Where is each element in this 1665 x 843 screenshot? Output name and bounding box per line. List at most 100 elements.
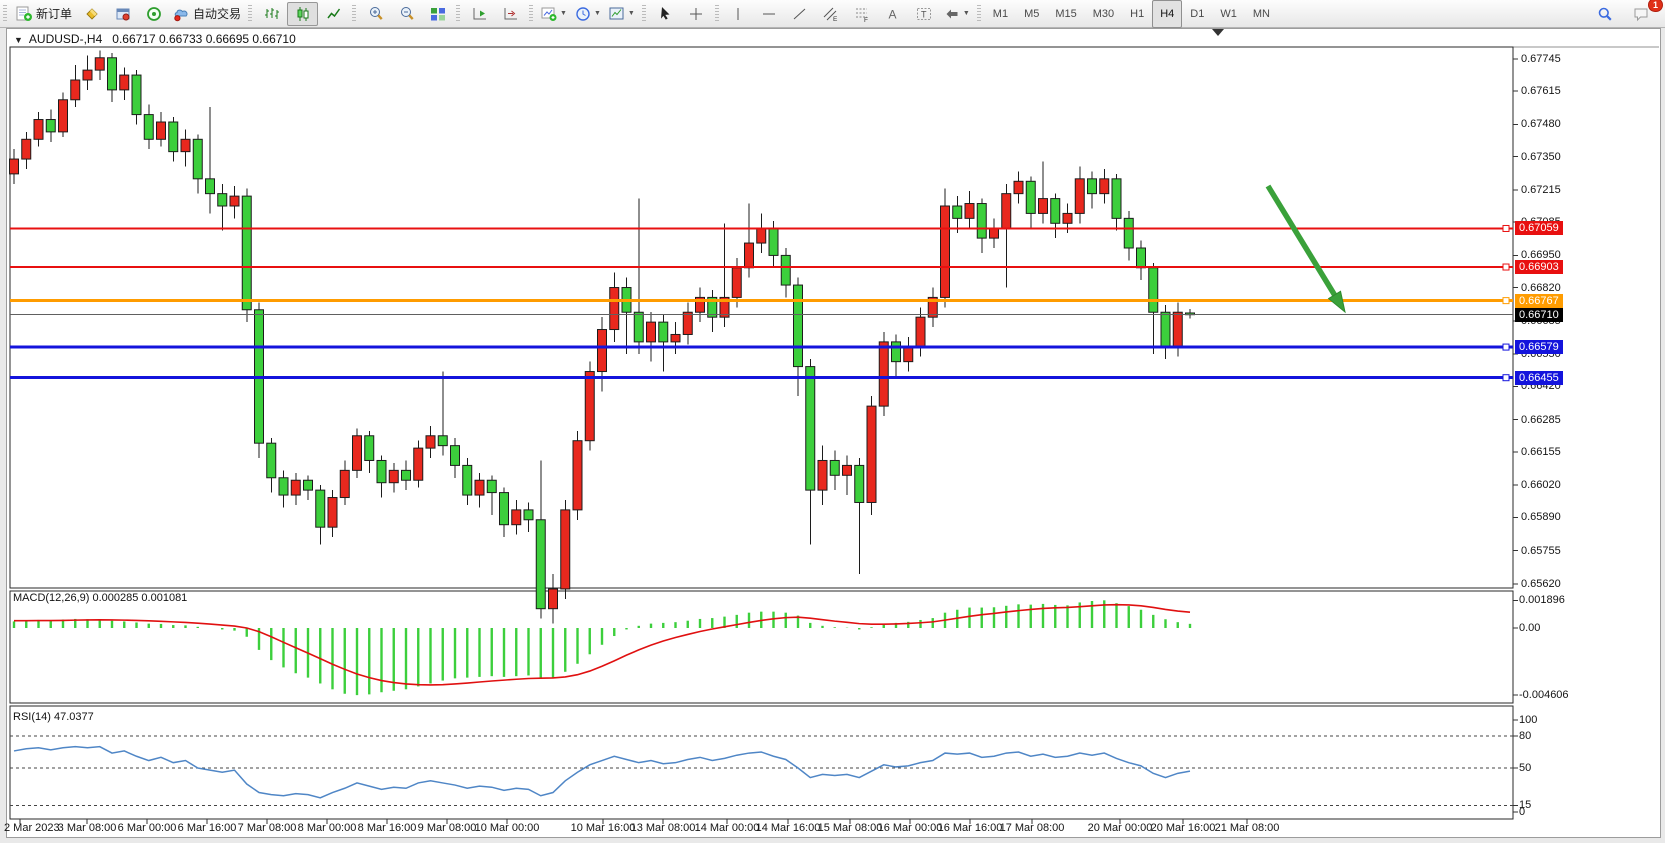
date-label: 9 Mar 08:00 <box>417 822 477 834</box>
toolbar-group-handle[interactable] <box>456 4 461 23</box>
hline-price-label[interactable]: 0.67059 <box>1515 221 1563 236</box>
vertical-line-button[interactable] <box>723 2 754 26</box>
timeframe-d1-button[interactable]: D1 <box>1190 7 1205 20</box>
candle-body <box>58 99 68 133</box>
toolbar-group-handle[interactable] <box>248 4 253 23</box>
auto-scroll-button[interactable] <box>464 2 495 26</box>
auto-trading-button-label: 自动交易 <box>193 7 242 21</box>
terminal-button[interactable] <box>138 2 169 26</box>
notifications-button[interactable]: 1 <box>1626 0 1663 26</box>
trend-arrow-shaft[interactable] <box>1265 184 1337 297</box>
timeframe-w1-button[interactable]: W1 <box>1220 7 1237 20</box>
hline-price-label[interactable]: 0.66903 <box>1515 260 1563 275</box>
candle-body <box>1025 180 1036 214</box>
timeframe-m1-button[interactable]: M1 <box>992 7 1009 20</box>
toolbar-group-handle[interactable] <box>3 4 7 23</box>
candle-body <box>303 479 313 491</box>
svg-text:E: E <box>833 16 838 22</box>
macd-values: 0.000285 0.001081 <box>92 592 188 604</box>
line-chart-button[interactable] <box>318 2 349 26</box>
timeframe-h1-button[interactable]: H1 <box>1130 7 1145 20</box>
candle-body <box>744 242 754 269</box>
candle-body <box>1050 198 1061 224</box>
new-chart-button[interactable]: ▼ <box>537 2 571 26</box>
zoom-in-button[interactable] <box>360 2 391 26</box>
date-label: 13 Mar 08:00 <box>630 822 696 834</box>
rsi-value: 47.0377 <box>53 711 94 723</box>
candle-body <box>205 178 215 195</box>
candle-body <box>756 227 767 244</box>
horizontal-line-button[interactable] <box>754 2 785 26</box>
market-watch-button[interactable] <box>76 2 107 26</box>
tile-windows-button[interactable] <box>422 2 453 26</box>
candle-body <box>952 205 963 219</box>
rsi-pane-border <box>9 705 1514 820</box>
chart-title: ▼ AUDUSD-,H4 0.66717 0.66733 0.66695 0.667… <box>14 32 296 46</box>
date-label: 8 Mar 00:00 <box>297 822 357 834</box>
candle-body <box>670 333 681 343</box>
candle-body <box>1087 178 1097 195</box>
cursor-button[interactable] <box>650 2 681 26</box>
timeframe-m30-button[interactable]: M30 <box>1092 7 1115 20</box>
price-tick-label: 0.66155 <box>1521 445 1561 458</box>
candle-body <box>21 138 32 160</box>
navigator-button[interactable] <box>107 2 138 26</box>
candle-body <box>1013 180 1024 195</box>
new-order-icon <box>15 6 33 22</box>
auto-trading-icon <box>173 6 190 22</box>
chart-shift-marker <box>1212 29 1224 36</box>
toolbar-group-handle[interactable] <box>352 4 357 23</box>
new-order-button[interactable]: 新订单 <box>11 2 76 26</box>
candle-body <box>878 341 889 407</box>
dropdown-arrow-icon: ▼ <box>593 10 601 17</box>
text-label-button[interactable]: T <box>909 2 940 26</box>
candle-body <box>1099 178 1110 195</box>
candle-body <box>1160 311 1171 348</box>
trend-arrow-head <box>1327 290 1346 314</box>
candle-body <box>168 121 179 153</box>
trendline-button[interactable] <box>785 2 816 26</box>
auto-scroll-icon <box>472 6 488 22</box>
toolbar-group-handle[interactable] <box>714 4 719 23</box>
candle-body <box>535 519 546 610</box>
zoom-out-button[interactable] <box>391 2 422 26</box>
bar-chart-button[interactable] <box>256 2 287 26</box>
candle-body <box>1172 311 1183 348</box>
equidistant-channel-button[interactable]: E <box>816 2 847 26</box>
timeframe-mn-button[interactable]: MN <box>1252 7 1270 20</box>
timeframe-h4-button[interactable]: H4 <box>1152 0 1183 28</box>
candle-body <box>131 74 142 116</box>
macd-pane-border <box>9 590 1514 704</box>
templates-button[interactable]: ▼ <box>605 2 639 26</box>
candle-body <box>376 459 387 484</box>
chart-menu-icon[interactable]: ▼ <box>14 35 23 45</box>
hline-price-label[interactable]: 0.66767 <box>1515 293 1563 308</box>
price-tick-label: 0.66285 <box>1521 413 1561 426</box>
date-label: 2 Mar 2023 <box>4 822 60 834</box>
terminal-icon <box>146 6 162 22</box>
price-tick-label: 0.67215 <box>1521 183 1561 196</box>
text-button[interactable]: A <box>878 2 909 26</box>
timeframe-m5-button[interactable]: M5 <box>1024 7 1040 20</box>
candle-body <box>437 435 448 447</box>
price-tick-label: 0.66820 <box>1521 281 1561 294</box>
timeframe-m15-button[interactable]: M15 <box>1055 7 1077 20</box>
periods-button[interactable]: ▼ <box>571 2 605 26</box>
crosshair-button[interactable] <box>681 2 712 26</box>
candle-body <box>425 435 436 449</box>
chart-shift-button[interactable] <box>495 2 526 26</box>
arrows-button[interactable]: ▼ <box>940 2 974 26</box>
search-button[interactable] <box>1589 2 1620 26</box>
arrows-icon <box>944 6 960 22</box>
candle-body <box>560 509 571 590</box>
toolbar-group-handle[interactable] <box>976 4 981 23</box>
fibonacci-button[interactable]: F <box>847 2 878 26</box>
toolbar-group-handle[interactable] <box>529 4 534 23</box>
hline-price-label[interactable]: 0.66455 <box>1515 370 1563 385</box>
auto-trading-button[interactable]: 自动交易 <box>169 2 245 26</box>
hline-price-label[interactable]: 0.66579 <box>1515 340 1563 355</box>
toolbar-group-handle[interactable] <box>641 4 646 23</box>
rsi-level-label: 100 <box>1519 714 1538 726</box>
candle-chart-button[interactable] <box>287 1 319 26</box>
